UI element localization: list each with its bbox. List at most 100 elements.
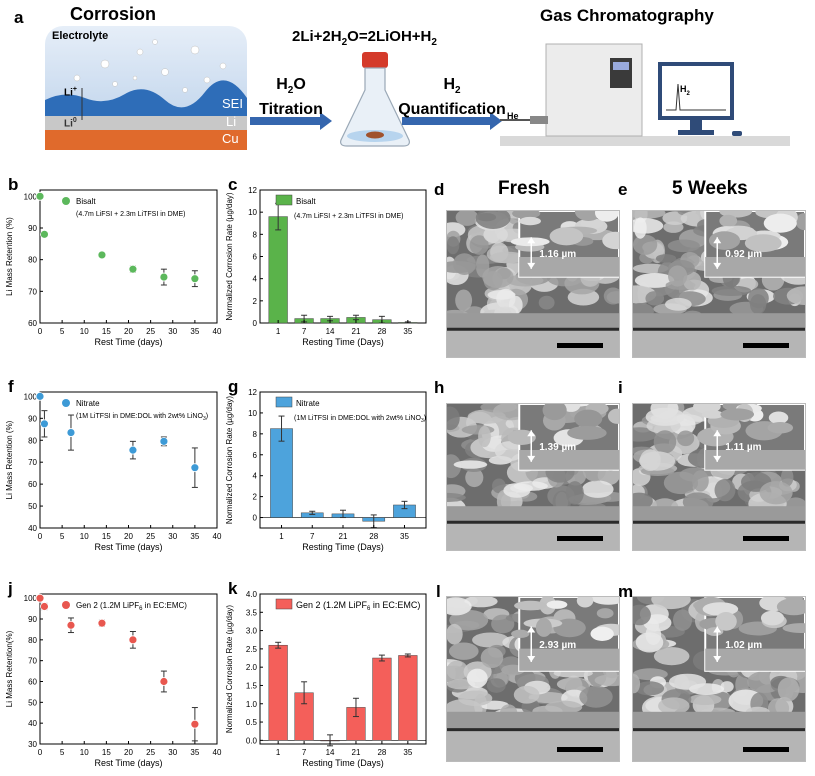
sem-grain [482, 266, 514, 288]
x-tick-label: 1 [279, 532, 284, 541]
sem-inset-grain [590, 597, 619, 605]
gas-chromatograph-icon [500, 38, 790, 155]
sem-texture: 1.11 µm [633, 404, 805, 550]
sem-grain [633, 217, 647, 239]
sem-texture: 2.93 µm [447, 597, 619, 761]
sem-grain [658, 697, 690, 715]
y-tick-label: 1.0 [246, 700, 258, 709]
y-tick-label: 0 [253, 319, 258, 328]
sem-grain [672, 609, 693, 631]
sem-inset-grain [535, 618, 552, 637]
y-tick-label: 10 [248, 208, 257, 217]
sem-grain [711, 285, 752, 297]
y-tick-label: 1.5 [246, 681, 258, 690]
x-tick-label: 5 [60, 748, 65, 757]
y-tick-label: 100 [24, 392, 38, 401]
sem-grain [749, 294, 767, 315]
y-tick-label: 4 [253, 472, 258, 481]
chart-g: g 0 2 4 6 8 10 12 Normalized Corrosion Rate (µg/… [225, 378, 427, 552]
sem-inset-grain [701, 410, 724, 419]
sem-texture: 1.02 µm [633, 597, 805, 761]
y-tick-label: 50 [28, 502, 37, 511]
sem-grain [452, 253, 476, 275]
sem-inset-grain [507, 429, 536, 445]
sem-inset-grain [767, 422, 794, 434]
x-axis-label: Rest Time (days) [94, 337, 162, 347]
thickness-arrowhead [713, 237, 722, 244]
x-tick-label: 35 [190, 748, 199, 757]
sem-interface [447, 728, 619, 732]
sem-grain [667, 239, 700, 253]
sem-grain [466, 668, 488, 688]
data-point [40, 602, 49, 611]
thickness-label: 1.02 µm [725, 640, 762, 651]
panel-letter-j: j [7, 580, 13, 598]
x-axis-label: Resting Time (Days) [302, 758, 384, 768]
y-axis-label: Normalized Corrosion Rate (µg/day) [225, 396, 234, 525]
sem-inset-grain [607, 408, 619, 424]
x-tick-label: 7 [302, 327, 307, 336]
data-point [190, 274, 200, 284]
thickness-label: 1.39 µm [539, 442, 576, 453]
sem-inset-grain [511, 629, 530, 639]
y-tick-label: 70 [28, 657, 37, 666]
thickness-arrowhead [713, 262, 722, 269]
legend-sublabel: (1M LiTFSI in DME:DOL with 2wt% LiNO3) [294, 415, 426, 424]
legend-marker [62, 197, 70, 205]
sem-inset-layer [519, 449, 619, 470]
sem-texture: 0.92 µm [633, 211, 805, 357]
sem-grain [447, 406, 460, 431]
x-tick-label: 25 [146, 748, 155, 757]
plot-frame [39, 593, 218, 745]
sem-inset-layer [705, 449, 805, 470]
sem-grain [480, 647, 504, 668]
sem-grain [486, 678, 506, 693]
sem-grain [650, 414, 678, 423]
thickness-label: 1.16 µm [539, 249, 576, 260]
data-point [159, 436, 169, 446]
data-point [40, 419, 49, 429]
sem-inset-grain [719, 214, 738, 228]
sem-grain [565, 481, 584, 505]
sem-interface [633, 728, 805, 732]
titration-arrow [250, 112, 332, 135]
thickness-label: 2.93 µm [539, 640, 576, 651]
x-tick-label: 15 [102, 327, 111, 336]
sem-inset-grain [549, 227, 584, 246]
sem-li-layer [633, 711, 805, 729]
gc-title: Gas Chromatography [540, 6, 714, 25]
sem-inset-grain [760, 610, 785, 626]
sem-interface [447, 520, 619, 524]
y-tick-label: 8 [253, 430, 258, 439]
sem-grain [668, 265, 688, 287]
y-tick-label: 80 [28, 256, 37, 265]
sem-grain [447, 660, 468, 681]
x-tick-label: 35 [190, 532, 199, 541]
y-tick-label: 60 [28, 319, 37, 328]
sem-grain [589, 689, 603, 699]
y-axis-label: Normalized Corrosion Rate (µg/day) [225, 605, 234, 734]
sem-substrate [633, 731, 805, 761]
data-point [159, 272, 169, 282]
x-tick-label: 20 [124, 327, 133, 336]
y-tick-label: 90 [28, 615, 37, 624]
sem-inset-grain [514, 600, 547, 611]
y-tick-label: 60 [28, 480, 37, 489]
sem-grain [635, 681, 665, 696]
y-tick-label: 12 [248, 186, 257, 195]
x-tick-label: 40 [213, 532, 222, 541]
panel-letter-f: f [8, 378, 14, 396]
sei-label: SEI [222, 96, 243, 111]
x-tick-label: 30 [168, 327, 177, 336]
sem-inset-grain [512, 211, 541, 219]
panel-letter-i: i [618, 378, 623, 397]
thickness-label: 1.11 µm [725, 442, 761, 453]
sem-grain [538, 295, 555, 310]
scale-bar [557, 747, 603, 752]
data-point [66, 620, 76, 630]
sem-grain [677, 430, 695, 447]
sem-grain [449, 642, 479, 660]
data-point [97, 618, 107, 628]
sem-grain [668, 673, 707, 690]
